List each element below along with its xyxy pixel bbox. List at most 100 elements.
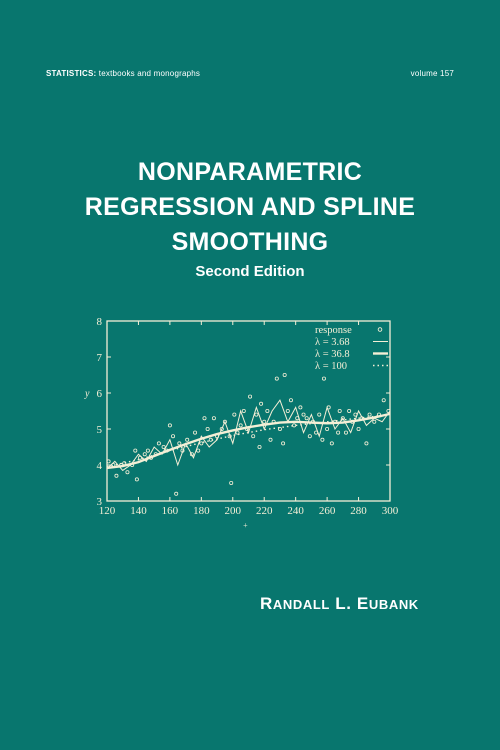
response-point xyxy=(167,423,172,428)
response-point xyxy=(241,409,246,414)
response-point xyxy=(268,437,273,442)
series-line-1 xyxy=(106,399,391,472)
author-first-rest: ANDALL xyxy=(272,597,330,612)
response-point xyxy=(343,430,348,435)
response-point xyxy=(336,430,341,435)
response-point xyxy=(254,412,259,417)
response-point xyxy=(367,412,372,417)
author-middle: L. xyxy=(335,594,352,613)
response-point xyxy=(248,394,253,399)
response-point xyxy=(251,434,256,439)
response-point xyxy=(277,427,282,432)
response-point xyxy=(274,376,279,381)
author-last-initial: E xyxy=(356,594,369,613)
y-tick-label: 7 xyxy=(97,352,103,364)
response-point xyxy=(285,409,290,414)
cover-plot: 120 140 160 180 200 220 240 260 280 300 3 4 5 6 7 8 y res… xyxy=(84,310,406,532)
y-axis-label: y xyxy=(84,389,90,400)
series-name-group: STATISTICS: textbooks and monographs xyxy=(46,69,200,78)
response-point xyxy=(156,441,161,446)
title-line-1: NONPARAMETRIC xyxy=(137,158,363,186)
x-tick-label: 300 xyxy=(382,505,399,517)
volume-number: volume 157 xyxy=(410,69,454,78)
response-point xyxy=(381,398,386,403)
y-tick-label: 3 xyxy=(97,496,103,508)
response-point xyxy=(222,419,227,424)
response-point xyxy=(125,470,130,475)
response-point xyxy=(219,427,224,432)
edition-label: Second Edition xyxy=(195,263,305,280)
response-point xyxy=(288,398,293,403)
legend-label: λ = 100 xyxy=(315,361,347,372)
y-tick-label: 4 xyxy=(97,460,103,472)
response-point xyxy=(340,416,345,421)
response-point xyxy=(265,409,270,414)
response-point xyxy=(171,434,176,439)
response-point xyxy=(257,444,262,449)
response-point xyxy=(301,412,306,417)
response-point xyxy=(232,412,237,417)
response-point xyxy=(199,441,204,446)
response-point xyxy=(202,416,207,421)
response-point xyxy=(106,459,111,464)
book-title: NONPARAMETRIC REGRESSION AND SPLINE SMOO… xyxy=(0,155,500,260)
stray-mark: + xyxy=(243,521,248,530)
series-name: STATISTICS: xyxy=(46,69,97,78)
response-point xyxy=(145,448,150,453)
response-point xyxy=(161,444,166,449)
scatter-plot-svg: 120 140 160 180 200 220 240 260 280 300 3 4 5 6 7 8 y res… xyxy=(84,316,399,530)
author-first-initial: R xyxy=(260,594,273,613)
response-point xyxy=(174,491,179,496)
y-tick-label: 8 xyxy=(97,316,103,328)
response-point xyxy=(304,416,309,421)
legend-label: response xyxy=(315,325,352,336)
response-point xyxy=(307,434,312,439)
y-tick-label: 6 xyxy=(97,388,103,400)
response-point xyxy=(317,412,322,417)
series-line-2 xyxy=(106,412,391,470)
response-point xyxy=(229,480,234,485)
response-point xyxy=(133,448,138,453)
response-point xyxy=(196,448,201,453)
author-last-rest: UBANK xyxy=(368,597,419,612)
series-subtitle: textbooks and monographs xyxy=(98,69,201,78)
response-point xyxy=(142,452,147,457)
legend-label: λ = 36.8 xyxy=(315,349,350,360)
response-point xyxy=(321,376,326,381)
response-point xyxy=(205,427,210,432)
response-point xyxy=(259,401,264,406)
x-tick-label: 260 xyxy=(319,505,336,517)
response-point xyxy=(262,419,267,424)
response-point xyxy=(134,477,139,482)
x-tick-label: 180 xyxy=(193,505,210,517)
response-point xyxy=(329,441,334,446)
x-tick-label: 280 xyxy=(350,505,367,517)
x-tick-label: 220 xyxy=(256,505,273,517)
series-header: STATISTICS: textbooks and monographs vol… xyxy=(46,69,454,78)
x-tick-label: 200 xyxy=(225,505,242,517)
response-point xyxy=(177,441,182,446)
title-line-3: SMOOTHING xyxy=(171,228,329,256)
response-point xyxy=(364,441,369,446)
response-point xyxy=(298,405,303,410)
x-tick-label: 160 xyxy=(162,505,179,517)
response-point xyxy=(238,423,243,428)
x-tick-label: 240 xyxy=(287,505,304,517)
title-line-2: REGRESSION AND SPLINE xyxy=(84,193,416,221)
x-tick-label: 120 xyxy=(99,505,116,517)
y-tick-label: 5 xyxy=(97,424,103,436)
response-point xyxy=(325,427,330,432)
response-point xyxy=(114,473,119,478)
response-point xyxy=(292,423,297,428)
response-point xyxy=(372,419,377,424)
response-point xyxy=(320,437,325,442)
response-point xyxy=(281,441,286,446)
x-tick-label: 140 xyxy=(130,505,147,517)
response-point xyxy=(356,427,361,432)
author-name: RANDALL L. EUBANK xyxy=(260,594,419,614)
legend-marker xyxy=(377,327,383,332)
legend-label: λ = 3.68 xyxy=(315,337,350,348)
response-point xyxy=(337,409,342,414)
response-point xyxy=(193,430,198,435)
